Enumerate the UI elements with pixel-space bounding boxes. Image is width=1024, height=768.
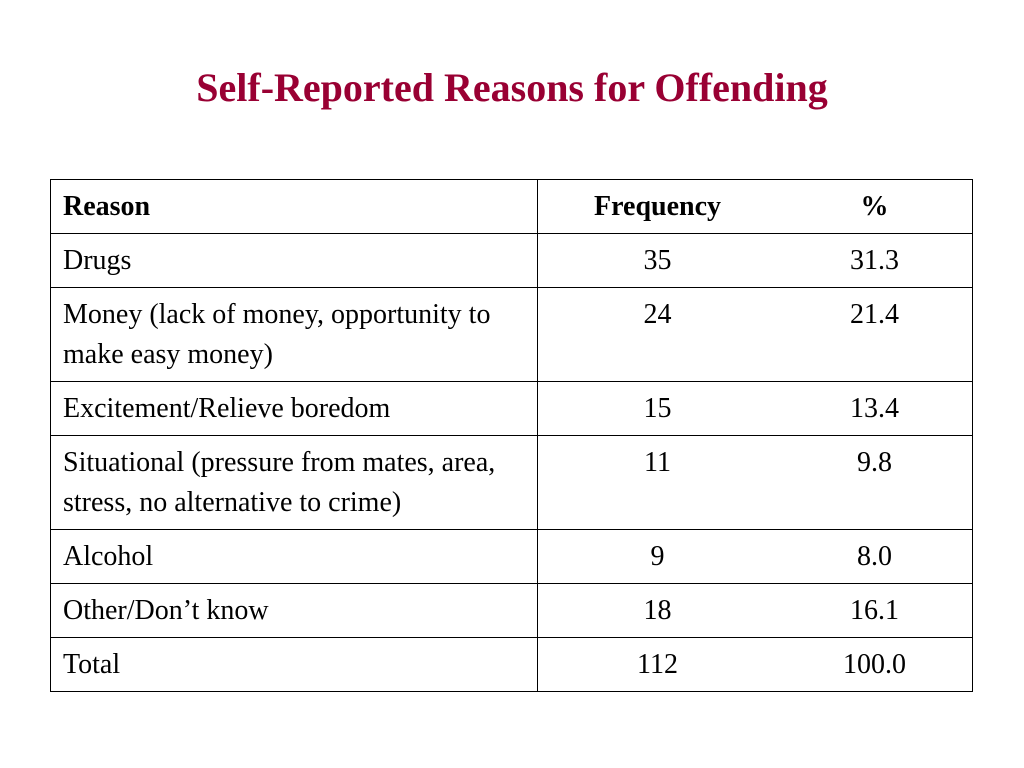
- cell-reason: Situational (pressure from mates, area, …: [50, 435, 538, 530]
- cell-percent: 13.4: [777, 381, 973, 436]
- header-reason: Reason: [50, 179, 538, 234]
- cell-percent: 8.0: [777, 529, 973, 584]
- table-row: Drugs 35 31.3: [50, 233, 973, 288]
- cell-reason: Money (lack of money, opportunity to mak…: [50, 287, 538, 382]
- cell-percent: 16.1: [777, 583, 973, 638]
- table-row: Excitement/Relieve boredom 15 13.4: [50, 381, 973, 436]
- cell-frequency: 35: [537, 233, 777, 288]
- table-row: Money (lack of money, opportunity to mak…: [50, 287, 973, 382]
- cell-reason: Excitement/Relieve boredom: [50, 381, 538, 436]
- cell-frequency: 11: [537, 435, 777, 530]
- table-row: Other/Don’t know 18 16.1: [50, 583, 973, 638]
- cell-frequency: 9: [537, 529, 777, 584]
- cell-reason: Total: [50, 637, 538, 692]
- slide-title: Self-Reported Reasons for Offending: [196, 65, 828, 110]
- table-row: Alcohol 9 8.0: [50, 529, 973, 584]
- cell-percent: 31.3: [777, 233, 973, 288]
- table-row: Situational (pressure from mates, area, …: [50, 435, 973, 530]
- header-percent: %: [777, 179, 973, 234]
- header-frequency: Frequency: [537, 179, 777, 234]
- cell-reason: Alcohol: [50, 529, 538, 584]
- cell-reason: Other/Don’t know: [50, 583, 538, 638]
- cell-percent: 9.8: [777, 435, 973, 530]
- cell-frequency: 18: [537, 583, 777, 638]
- cell-reason: Drugs: [50, 233, 538, 288]
- table-header-row: Reason Frequency %: [50, 179, 973, 234]
- cell-percent: 100.0: [777, 637, 973, 692]
- table-row-total: Total 112 100.0: [50, 637, 973, 692]
- cell-frequency: 15: [537, 381, 777, 436]
- cell-frequency: 24: [537, 287, 777, 382]
- reasons-table: Reason Frequency % Drugs 35 31.3 Money (…: [50, 179, 973, 692]
- cell-frequency: 112: [537, 637, 777, 692]
- cell-percent: 21.4: [777, 287, 973, 382]
